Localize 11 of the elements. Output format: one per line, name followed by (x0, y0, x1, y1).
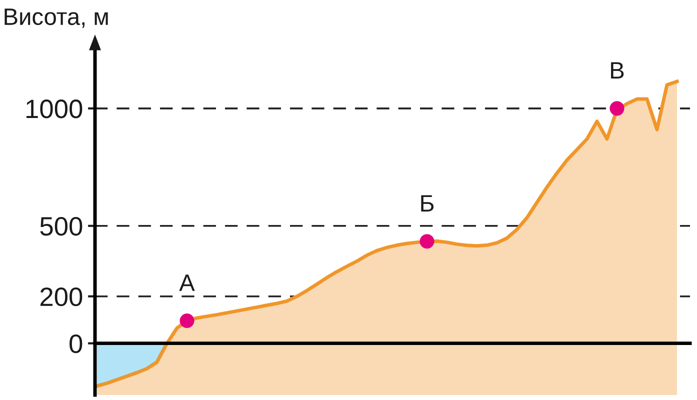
y-tick-label: 0 (70, 334, 82, 354)
y-tick-label: 200 (40, 287, 82, 306)
data-label: А (179, 274, 195, 291)
y-tick-label: 1000 (26, 100, 82, 118)
data-label: В (611, 62, 624, 79)
point (180, 313, 194, 328)
point (610, 101, 624, 116)
data-label: Б (421, 195, 434, 212)
y-axis-title: Висота, м (4, 8, 108, 28)
y-tick-label: 500 (40, 217, 82, 236)
point (420, 234, 434, 249)
